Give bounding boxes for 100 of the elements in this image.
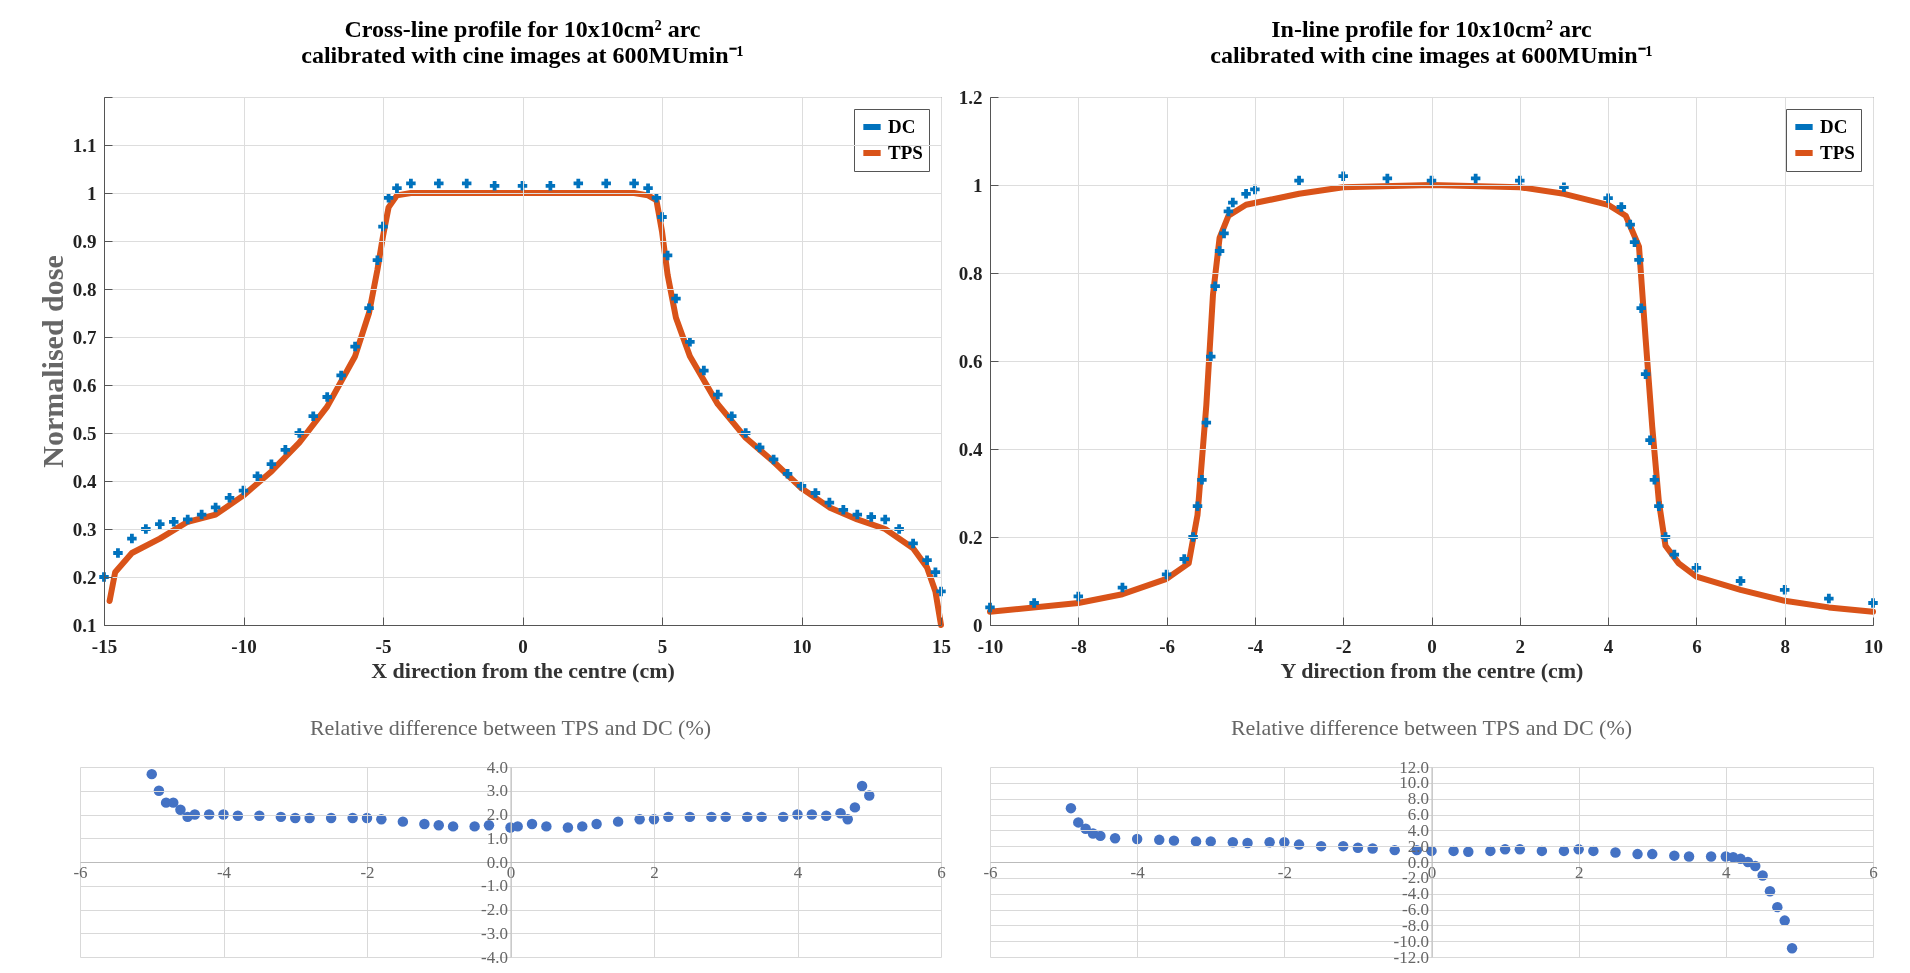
point: [1603, 193, 1613, 203]
point: [308, 411, 318, 421]
point: [392, 183, 402, 193]
point: [1192, 501, 1203, 511]
point: [397, 816, 409, 827]
point: [1786, 943, 1798, 954]
point: [372, 255, 383, 265]
y-tick-label: 0.3: [72, 518, 97, 540]
point: [168, 797, 179, 808]
x-tick-label: 10: [1864, 635, 1883, 657]
point: [1705, 851, 1717, 862]
x-tick-label: 4: [1722, 862, 1732, 882]
y-tick-label: 0.1: [72, 614, 97, 636]
point: [280, 445, 291, 455]
point: [1073, 817, 1084, 828]
point: [1559, 182, 1569, 192]
legend-label: DC: [888, 116, 916, 137]
chart-title: Relative difference between TPS and DC (%): [1230, 715, 1633, 740]
x-tick-label: 2: [1515, 635, 1526, 657]
point: [434, 178, 444, 189]
y-tick-label: 0.6: [72, 374, 97, 396]
point: [1683, 851, 1695, 862]
point: [1228, 197, 1238, 208]
point: [1448, 845, 1459, 857]
point: [1367, 843, 1378, 854]
point: [930, 567, 941, 577]
chart-title: Relative difference between TPS and DC (%): [309, 715, 712, 740]
point: [1227, 836, 1239, 848]
point: [483, 819, 495, 831]
y-tick-label: 0.5: [72, 422, 97, 444]
point: [591, 818, 602, 830]
x-tick-label: -10: [231, 635, 257, 657]
point: [545, 181, 556, 191]
point: [1735, 576, 1746, 586]
y-tick-label: 0.6: [958, 350, 983, 372]
y-tick-label: 1.1: [72, 134, 97, 156]
y-tick-label: 4.0: [486, 757, 508, 777]
point: [1634, 255, 1644, 265]
chart-title: In-line profile for 10x10cm² arc calibrated with cine images at 600MUmin⁻¹: [1210, 16, 1653, 68]
point: [406, 178, 416, 189]
point: [1649, 475, 1660, 485]
point: [864, 790, 875, 801]
point: [376, 814, 387, 825]
point: [541, 821, 552, 832]
point: [1588, 845, 1599, 857]
x-tick-label: -5: [375, 635, 392, 657]
point: [1197, 475, 1207, 485]
point: [1640, 369, 1651, 379]
point: [629, 178, 639, 189]
x-axis-title: X direction from the centre (cm): [371, 657, 675, 683]
point: [1485, 845, 1496, 857]
x-tick-label: -6: [73, 862, 88, 882]
point: [1179, 554, 1189, 564]
point: [1190, 836, 1202, 847]
point: [562, 822, 574, 833]
point: [1654, 501, 1664, 511]
x-tick-label: -6: [1159, 635, 1176, 657]
point: [1824, 593, 1834, 604]
y-tick-label: 1: [973, 174, 983, 196]
point: [1219, 228, 1229, 239]
x-tick-label: -8: [1070, 635, 1087, 657]
point: [175, 804, 186, 815]
point: [350, 341, 360, 352]
point: [1558, 845, 1570, 857]
point: [894, 524, 904, 534]
point: [469, 821, 480, 832]
x-tick-label: 5: [657, 635, 668, 657]
point: [1241, 189, 1251, 199]
point: [141, 524, 151, 534]
x-tick-label: 4: [1603, 635, 1614, 657]
point: [856, 780, 868, 792]
legend-label: TPS: [888, 142, 923, 163]
point: [1109, 833, 1121, 844]
point: [782, 469, 793, 479]
point: [1294, 175, 1304, 186]
point: [634, 814, 645, 825]
point: [512, 821, 523, 832]
point: [643, 183, 653, 193]
y-tick-label: 0.4: [958, 438, 983, 460]
point: [1610, 847, 1621, 858]
x-tick-label: 2: [650, 862, 659, 882]
point: [1205, 836, 1216, 847]
point: [838, 505, 849, 515]
point: [1636, 303, 1646, 313]
point: [1625, 219, 1635, 230]
x-axis-title: Y direction from the centre (cm): [1280, 657, 1584, 683]
y-tick-label: 0.2: [72, 566, 97, 588]
point: [266, 459, 277, 469]
point: [1632, 848, 1643, 860]
point: [364, 303, 374, 313]
x-tick-label: -4: [216, 862, 232, 882]
x-tick-label: 10: [792, 635, 812, 657]
point: [146, 768, 157, 780]
point: [1536, 845, 1548, 857]
point: [1065, 802, 1077, 814]
y-tick-label: 0: [973, 614, 983, 636]
y-tick-label: 0.8: [72, 278, 97, 300]
point: [1264, 836, 1275, 848]
point: [1647, 848, 1658, 860]
point: [1210, 281, 1220, 291]
